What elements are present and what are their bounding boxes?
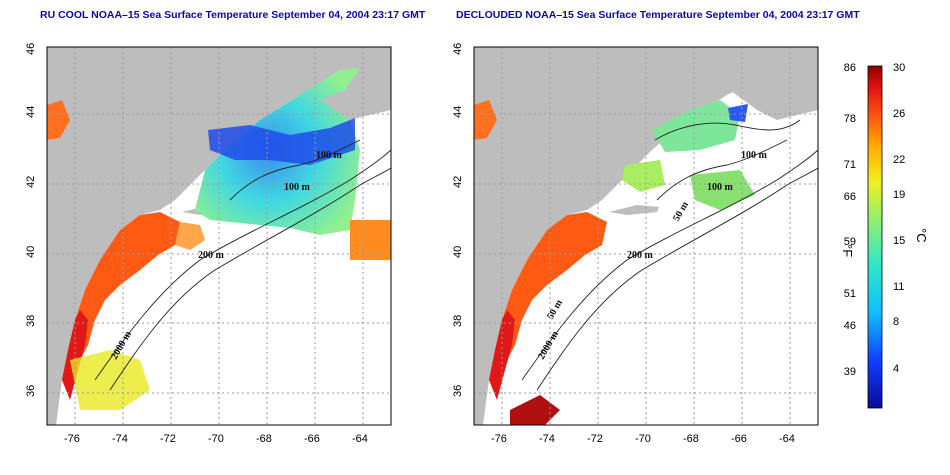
map-frame [46, 46, 392, 426]
lat-tick-label: 42 [25, 176, 37, 188]
lat-ticks: 36 38 40 42 44 46 [25, 43, 37, 397]
panel-title-raw: RU COOL NOAA–15 Sea Surface Temperature … [40, 9, 426, 21]
contour-label-100m-b: 100 m [284, 182, 311, 193]
grid-lines [47, 47, 391, 425]
lon-tick-label: -66 [304, 433, 320, 445]
orange-offshore-region [175, 222, 205, 250]
lon-tick-label: -74 [539, 433, 555, 445]
f-tick-label: 46 [844, 320, 856, 332]
f-tick-label: 59 [844, 236, 856, 248]
lon-tick-label: -64 [779, 433, 795, 445]
lon-tick-label: -74 [112, 433, 128, 445]
panel-title-declouded: DECLOUDED NOAA–15 Sea Surface Temperatur… [456, 9, 860, 21]
contour-label-200m: 200 m [627, 250, 654, 261]
fahrenheit-ticks: 86 78 71 66 59 51 46 39 [844, 62, 856, 378]
nova-scotia-land [300, 62, 391, 120]
lon-tick-label: -70 [208, 433, 224, 445]
lat-ticks: 36 38 40 42 44 46 [452, 43, 464, 397]
hot-sst-region [489, 310, 515, 400]
c-tick-label: 26 [893, 108, 905, 120]
c-tick-label: 11 [893, 281, 904, 293]
lon-tick-label: -68 [256, 433, 272, 445]
lon-tick-label: -72 [160, 433, 176, 445]
lon-tick-label: -76 [491, 433, 507, 445]
bathymetry-contours [94, 139, 392, 391]
sargasso-patch [474, 100, 497, 140]
warm-sst-region [489, 212, 607, 380]
lon-tick-label: -70 [635, 433, 651, 445]
c-tick-label: 4 [893, 363, 899, 375]
land-mass [474, 47, 818, 425]
contour-label-100m-a: 100 m [741, 150, 768, 161]
lon-tick-label: -66 [731, 433, 747, 445]
f-tick-label: 86 [844, 62, 856, 74]
lat-tick-label: 44 [25, 106, 37, 118]
lat-tick-label: 38 [452, 315, 464, 327]
f-tick-label: 78 [844, 113, 856, 125]
lat-tick-label: 46 [25, 43, 37, 55]
map-panel-declouded: 100 m 100 m 50 m 200 m 50 m 2000 m 36 38… [452, 43, 819, 445]
f-tick-label: 66 [844, 191, 856, 203]
dark-red-patch [510, 395, 560, 425]
contour-label-200m: 200 m [198, 250, 225, 261]
c-tick-label: 19 [893, 189, 905, 201]
cool-sst-patch [690, 170, 755, 210]
lat-tick-label: 42 [452, 176, 464, 188]
nova-scotia-land [727, 62, 818, 120]
land-mass [47, 47, 391, 425]
f-tick-label: 51 [844, 288, 856, 300]
celsius-ticks: 30 26 22 19 15 11 8 4 [893, 62, 905, 375]
hot-sst-region [62, 310, 88, 400]
lat-tick-label: 36 [25, 385, 37, 397]
c-tick-label: 8 [893, 316, 899, 328]
lat-tick-label: 44 [452, 106, 464, 118]
sargasso-patch [47, 100, 70, 140]
lon-tick-label: -76 [64, 433, 80, 445]
lat-tick-label: 40 [25, 246, 37, 258]
c-tick-label: 22 [893, 154, 905, 166]
cold-sst-patch [728, 104, 748, 122]
lon-tick-label: -64 [352, 433, 368, 445]
cool-sst-patch [652, 100, 740, 152]
lon-ticks: -76 -74 -72 -70 -68 -66 -64 [64, 433, 368, 445]
colorbar-gradient [867, 65, 883, 409]
f-tick-label: 71 [844, 159, 856, 171]
fahrenheit-unit-label: °F [840, 244, 855, 257]
c-tick-label: 15 [893, 235, 905, 247]
lat-tick-label: 40 [452, 246, 464, 258]
map-panel-raw: 100 m 100 m 200 m 2000 m 36 38 40 42 44 … [25, 43, 392, 445]
lon-ticks: -76 -74 -72 -70 -68 -66 -64 [491, 433, 795, 445]
c-tick-label: 30 [893, 62, 905, 74]
lon-tick-label: -68 [683, 433, 699, 445]
yellow-sst-patch [70, 350, 150, 410]
gulf-stream-warm [350, 220, 391, 260]
bathymetry-contours [521, 119, 819, 391]
contour-label-100m-b: 100 m [707, 182, 734, 193]
lat-tick-label: 38 [25, 315, 37, 327]
lat-tick-label: 36 [452, 385, 464, 397]
celsius-unit-label: °C [914, 228, 929, 243]
grid-lines [474, 47, 818, 425]
lon-tick-label: -72 [587, 433, 603, 445]
temperature-colorbar: 86 78 71 66 59 51 46 39 30 26 22 19 15 1… [840, 62, 929, 409]
contour-label-100m-a: 100 m [316, 150, 343, 161]
map-frame [473, 46, 819, 426]
lat-tick-label: 46 [452, 43, 464, 55]
warm-sst-region [62, 212, 180, 380]
f-tick-label: 39 [844, 366, 856, 378]
gulf-of-maine-cold [208, 118, 355, 165]
